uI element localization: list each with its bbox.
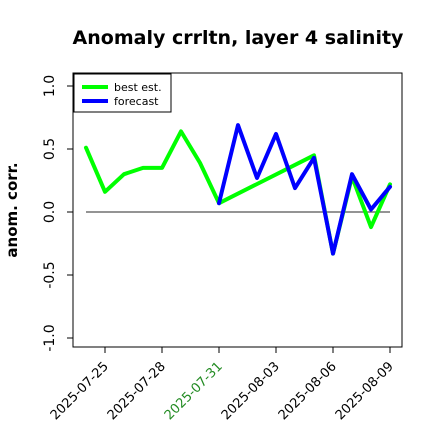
x-tick-label: 2025-07-25	[48, 359, 112, 423]
series-line-forecast	[217, 123, 392, 256]
y-tick-label: 0.5	[42, 138, 58, 160]
y-tick-label: -0.5	[42, 261, 58, 288]
x-tick-label: 2025-07-31	[162, 359, 226, 423]
x-tick-label: 2025-07-28	[105, 359, 169, 423]
y-axis-label: anom. corr.	[3, 162, 21, 257]
y-tick-label: -1.0	[42, 324, 58, 351]
y-tick-label: 1.0	[42, 75, 58, 97]
chart-title: Anomaly crrltn, layer 4 salinity	[73, 27, 404, 49]
axes: -1.0-0.50.00.51.02025-07-252025-07-28202…	[42, 75, 397, 423]
y-tick-label: 0.0	[42, 201, 58, 223]
legend-label-best-est: best est.	[114, 81, 162, 94]
legend: best est. forecast	[73, 73, 172, 113]
series-group	[84, 123, 392, 256]
legend-label-forecast: forecast	[114, 95, 159, 108]
series-line-best-est	[84, 129, 392, 256]
x-tick-label: 2025-08-03	[219, 359, 283, 423]
legend-box	[73, 73, 172, 113]
plot-frame	[72, 72, 403, 348]
x-tick-label: 2025-08-06	[276, 359, 340, 423]
x-tick-label: 2025-08-09	[333, 359, 397, 423]
